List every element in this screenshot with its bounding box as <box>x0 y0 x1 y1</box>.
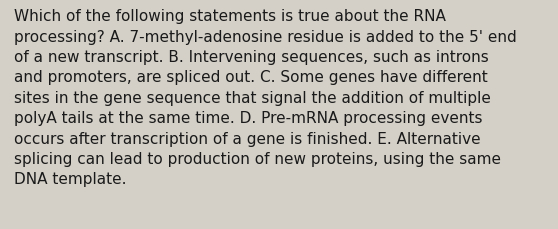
Text: Which of the following statements is true about the RNA
processing? A. 7-methyl-: Which of the following statements is tru… <box>14 9 517 187</box>
